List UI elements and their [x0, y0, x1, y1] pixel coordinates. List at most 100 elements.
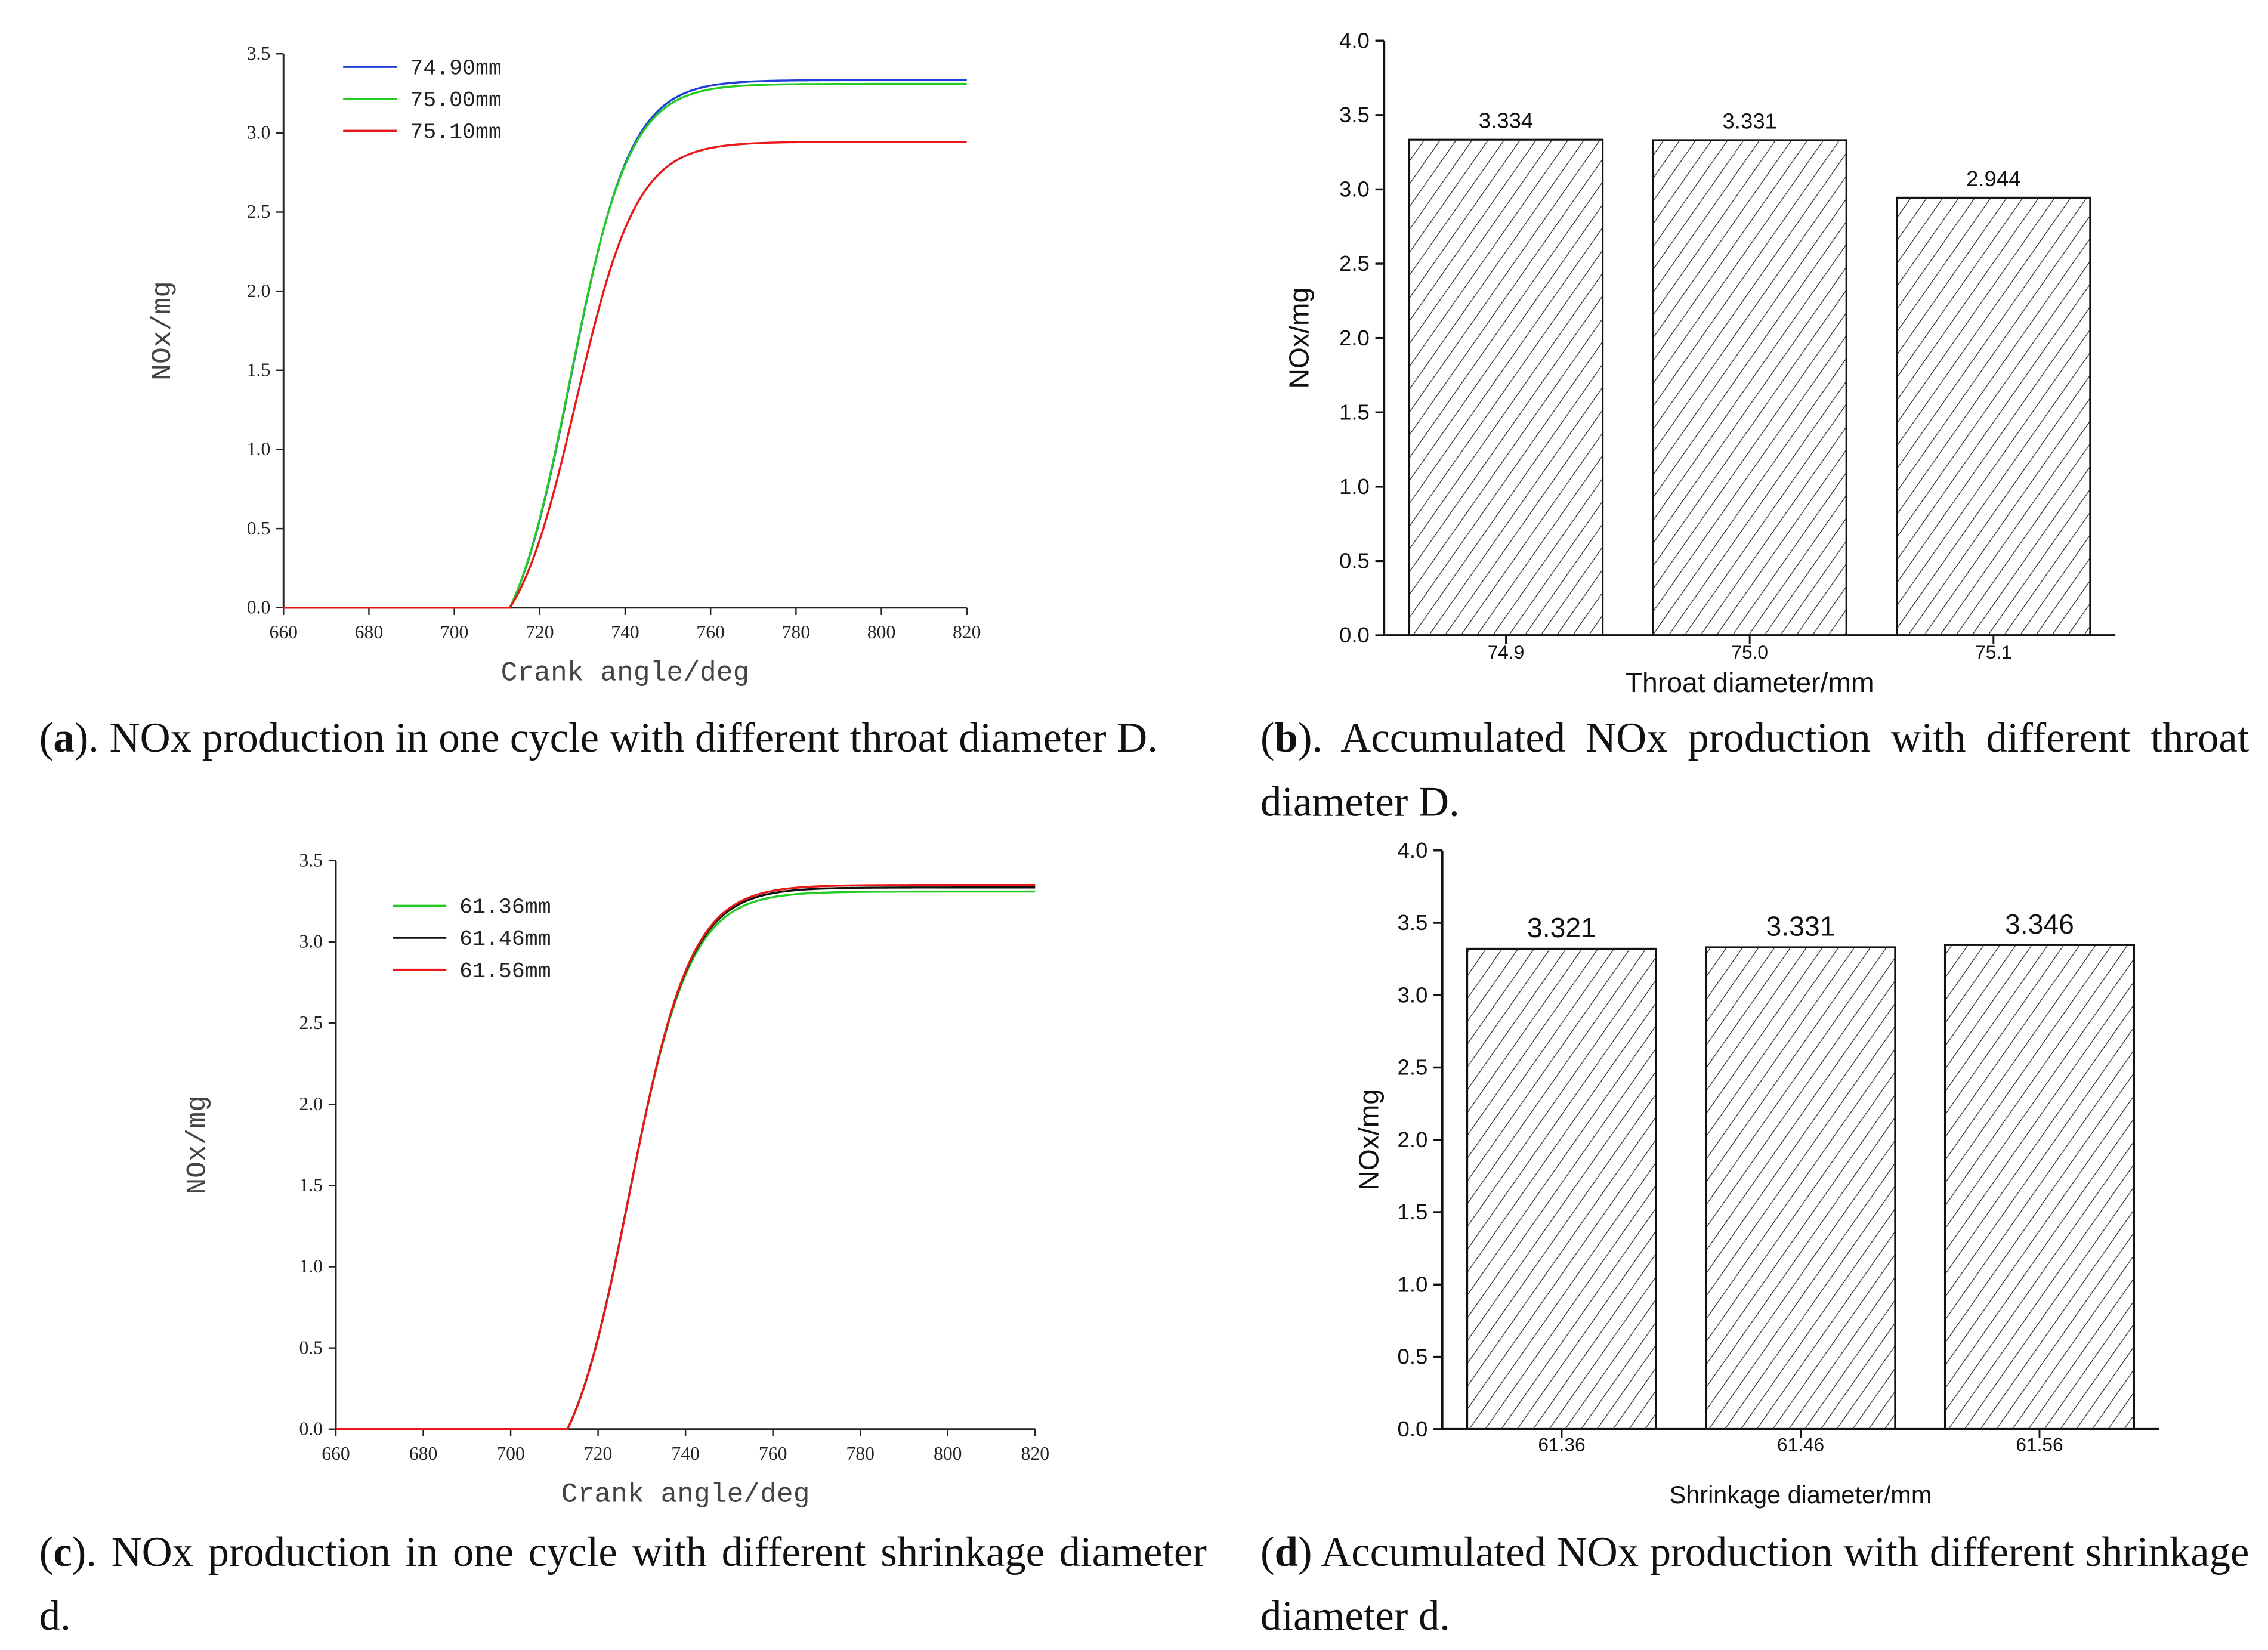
bar-61.46 [1705, 946, 1896, 1430]
x-tick-label: 720 [584, 1443, 613, 1464]
bar-74.9 [1408, 138, 1604, 636]
x-tick-label: 800 [934, 1443, 962, 1464]
x-tick-label: 660 [322, 1443, 350, 1464]
y-tick-label: 2.0 [247, 280, 271, 301]
caption-b: (b). Accumulated NOx production with dif… [1260, 715, 2250, 826]
y-tick-label: 4.0 [1398, 838, 1428, 863]
bar-value-label: 3.321 [1527, 912, 1596, 943]
caption-d: (d) Accumulated NOx production with diff… [1260, 1529, 2250, 1640]
x-tick-label: 740 [671, 1443, 700, 1464]
y-tick-label: 1.5 [247, 360, 271, 381]
y-tick-label: 0.5 [247, 518, 271, 539]
y-axis-label: NOx/mg [147, 281, 178, 381]
x-tick-label: 720 [526, 622, 554, 642]
bar-75.1 [1896, 196, 2091, 636]
y-tick-label: 3.0 [299, 931, 323, 952]
caption-d-text: ) Accumulated NOx production with differ… [1260, 1529, 2250, 1640]
x-tick-label: 760 [696, 622, 725, 642]
y-tick-label: 3.5 [1398, 910, 1428, 935]
x-tick-label: 700 [496, 1443, 525, 1464]
line-chart-c: 0.0 0.5 1.0 1.5 2.0 2.5 3.0 3.5 660 680 700 720 740 7… [182, 850, 1050, 1510]
x-axis-label: Crank angle/deg [501, 657, 750, 689]
y-tick-label: 1.0 [1398, 1272, 1428, 1296]
x-tick-label: 75.0 [1731, 641, 1768, 663]
y-tick-label: 0.0 [247, 597, 271, 617]
y-tick-label: 0.5 [1398, 1345, 1428, 1369]
caption-b-text: ). Accumulated NOx production with diffe… [1260, 715, 2250, 826]
bar-value-label: 3.346 [2005, 909, 2074, 940]
x-tick-label: 820 [1021, 1443, 1050, 1464]
bar-value-label: 3.331 [1722, 109, 1776, 133]
bar-value-label: 3.331 [1766, 910, 1836, 941]
x-tick-label: 800 [867, 622, 896, 642]
y-axis-label: NOx/mg [182, 1095, 214, 1195]
panel-d: 0.0 0.5 1.0 1.5 2.0 2.5 3.0 3.5 4.0 61.36 3.321 61.… [1250, 829, 2268, 1527]
x-axis-label: Shrinkage diameter/mm [1670, 1481, 1932, 1509]
bar-chart-b: 0.0 0.5 1.0 1.5 2.0 2.5 3.0 3.5 4.0 74.9 3.334 75.0… [1283, 28, 2116, 698]
x-tick-label: 700 [440, 622, 469, 642]
bar-value-label: 3.334 [1479, 109, 1533, 133]
legend-label: 75.00mm [410, 88, 502, 113]
y-tick-label: 2.5 [299, 1012, 323, 1033]
x-tick-label: 75.1 [1975, 641, 2012, 663]
caption-d-letter: d [1274, 1529, 1298, 1576]
x-tick-label: 760 [759, 1443, 787, 1464]
x-axis-label: Crank angle/deg [561, 1479, 810, 1510]
x-tick-label: 680 [409, 1443, 438, 1464]
y-tick-label: 0.5 [299, 1337, 323, 1358]
series-line-61.56mm [335, 883, 1036, 1430]
y-tick-label: 3.5 [247, 43, 271, 64]
x-tick-label: 820 [953, 622, 981, 642]
panel-c: 0.0 0.5 1.0 1.5 2.0 2.5 3.0 3.5 660 680 700 720 740 7… [0, 829, 1076, 1527]
x-tick-label: 74.9 [1488, 641, 1525, 663]
y-tick-label: 0.0 [299, 1419, 323, 1439]
y-tick-label: 0.0 [1339, 623, 1370, 647]
x-tick-label: 780 [846, 1443, 875, 1464]
y-tick-label: 2.0 [1339, 326, 1370, 350]
panel-a: 0.0 0.5 1.0 1.5 2.0 2.5 3.0 3.5 660 680 700 720 740 7… [0, 0, 1018, 698]
bar-chart-d: 0.0 0.5 1.0 1.5 2.0 2.5 3.0 3.5 4.0 61.36 3.321 61.… [1353, 838, 2159, 1509]
legend-label: 61.46mm [459, 927, 551, 951]
panel-b: 0.0 0.5 1.0 1.5 2.0 2.5 3.0 3.5 4.0 74.9 3.334 75.0… [1250, 0, 2268, 698]
y-tick-label: 4.0 [1339, 28, 1370, 52]
y-tick-label: 2.0 [299, 1093, 323, 1114]
legend-label: 61.56mm [459, 959, 551, 984]
y-tick-label: 3.0 [247, 122, 271, 143]
bar-value-label: 2.944 [1966, 166, 2020, 191]
caption-a: (a). NOx production in one cycle with di… [39, 715, 1158, 762]
y-tick-label: 3.0 [1398, 982, 1428, 1007]
x-tick-label: 61.46 [1777, 1433, 1824, 1455]
y-tick-label: 1.0 [299, 1256, 323, 1277]
y-tick-label: 1.5 [299, 1175, 323, 1195]
y-tick-label: 2.5 [1339, 251, 1370, 276]
y-axis-label: NOx/mg [1353, 1089, 1384, 1191]
bar-61.36 [1466, 947, 1657, 1430]
caption-b-letter: b [1274, 715, 1298, 762]
x-tick-label: 660 [269, 622, 298, 642]
y-tick-label: 2.5 [247, 201, 271, 222]
y-tick-label: 3.5 [299, 850, 323, 871]
y-tick-label: 1.0 [1339, 474, 1370, 499]
line-chart-a: 0.0 0.5 1.0 1.5 2.0 2.5 3.0 3.5 660 680 700 720 740 7… [147, 43, 981, 689]
y-tick-label: 3.0 [1339, 177, 1370, 202]
y-tick-label: 2.0 [1398, 1127, 1428, 1152]
y-tick-label: 0.0 [1398, 1417, 1428, 1441]
caption-c-text: ). NOx production in one cycle with diff… [39, 1529, 1207, 1640]
series-line-75.10mm [283, 140, 967, 609]
legend-label: 74.90mm [410, 56, 502, 81]
x-tick-label: 680 [355, 622, 384, 642]
y-axis-label: NOx/mg [1283, 288, 1314, 389]
x-tick-label: 780 [782, 622, 811, 642]
x-tick-label: 61.56 [2016, 1433, 2063, 1455]
caption-a-letter: a [53, 715, 75, 762]
x-axis-label: Throat diameter/mm [1626, 667, 1874, 698]
caption-c-letter: c [53, 1529, 72, 1576]
y-tick-label: 1.5 [1398, 1200, 1428, 1224]
series-line-74.90mm [283, 79, 967, 609]
y-tick-label: 1.5 [1339, 400, 1370, 424]
y-tick-label: 3.5 [1339, 103, 1370, 127]
x-tick-label: 740 [611, 622, 639, 642]
x-tick-label: 61.36 [1538, 1433, 1585, 1455]
legend-label: 75.10mm [410, 120, 502, 145]
